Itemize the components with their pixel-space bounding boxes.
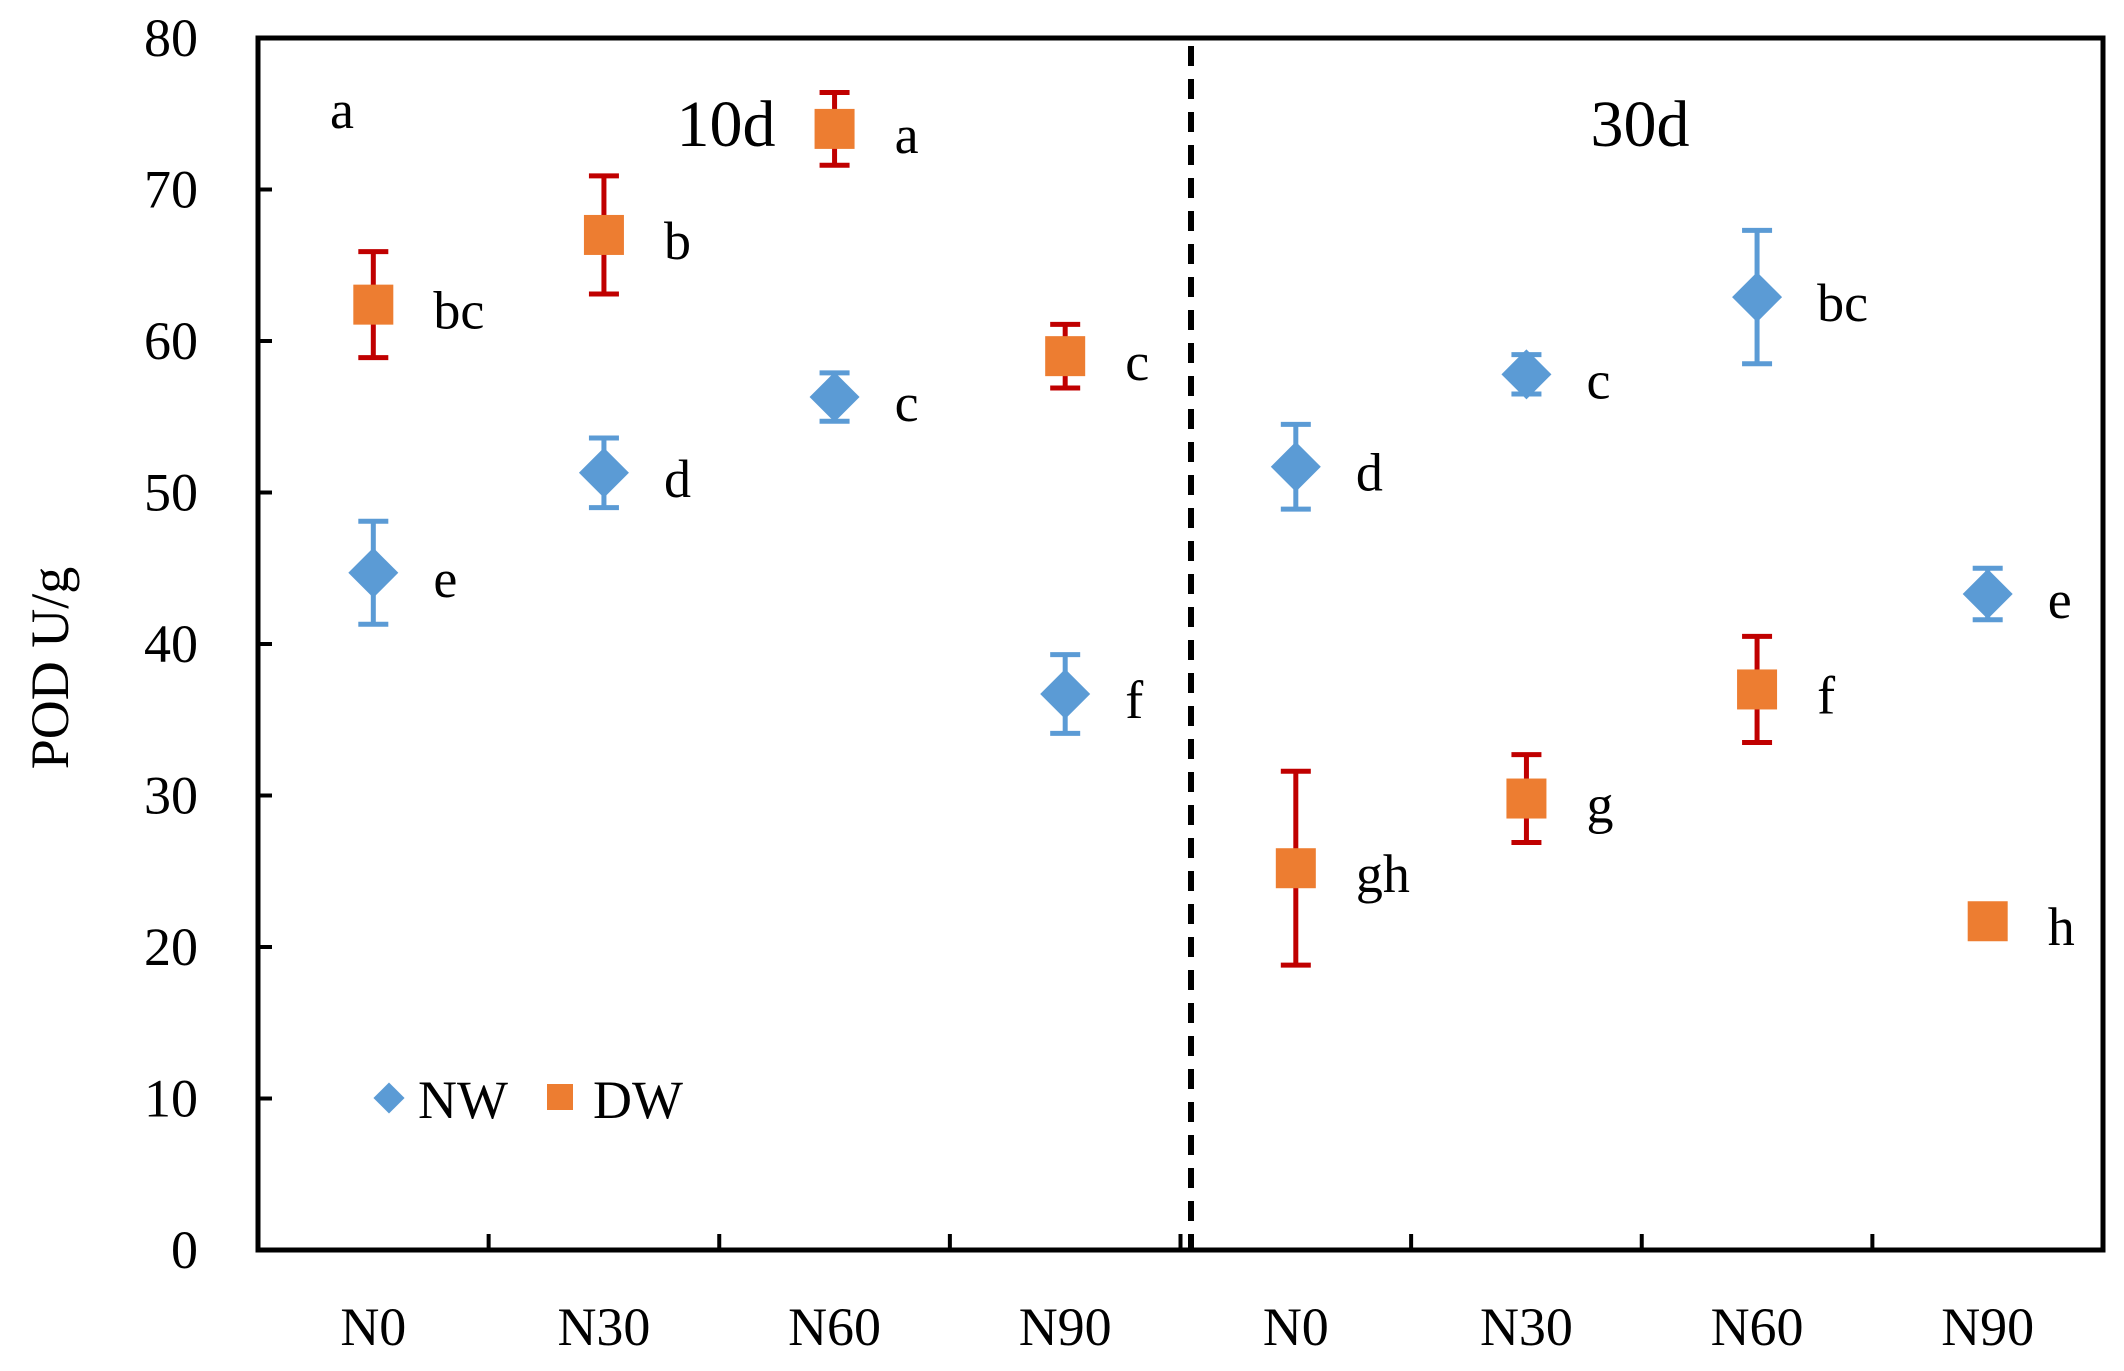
nw-point (1501, 349, 1552, 400)
panel-label: a (330, 80, 354, 140)
nw-point (809, 372, 860, 423)
y-axis-label: POD U/g (20, 567, 80, 770)
group-label-30d: 30d (1591, 88, 1690, 161)
x-tick-label: N0 (1263, 1297, 1329, 1357)
nw-significance-label: d (664, 449, 691, 509)
nw-significance-label: e (433, 549, 457, 609)
dw-significance-label: a (895, 105, 919, 165)
y-tick-label: 30 (144, 766, 198, 826)
dw-significance-label: g (1586, 775, 1613, 835)
dw-point (353, 284, 394, 325)
dw-significance-label: b (664, 211, 691, 271)
y-tick-label: 70 (144, 160, 198, 220)
legend: NW DW (373, 1070, 683, 1130)
x-tick-label: N30 (557, 1297, 650, 1357)
nw-significance-label: d (1356, 443, 1383, 503)
nw-point (348, 547, 399, 598)
nw-significance-label: c (895, 373, 919, 433)
dw-significance-label: bc (433, 281, 484, 341)
nw-point (578, 447, 629, 498)
group-label-10d: 10d (677, 88, 776, 161)
x-tick-label: N90 (1941, 1297, 2034, 1357)
plot-frame (255, 35, 2106, 1253)
dw-point (583, 214, 624, 255)
y-tick-label: 80 (144, 8, 198, 68)
dw-point (1045, 336, 1086, 377)
dw-point (1506, 778, 1547, 819)
nw-significance-label: c (1586, 350, 1610, 410)
legend-dw-marker (547, 1084, 573, 1110)
nw-point (1962, 569, 2013, 620)
dw-significance-label: h (2048, 897, 2075, 957)
nw-significance-label: f (1125, 670, 1143, 730)
y-tick-label: 0 (171, 1220, 198, 1280)
dw-point (1737, 669, 1778, 710)
y-axis: 0 10 20 30 40 50 60 70 80 (144, 8, 272, 1280)
x-tick-label: N90 (1019, 1297, 1112, 1357)
nw-significance-label: bc (1817, 273, 1868, 333)
legend-nw-label: NW (418, 1070, 508, 1130)
dw-significance-label: f (1817, 665, 1835, 725)
x-axis: N0 N30 N60 N90 N0 N30 N60 N90 (340, 1234, 2034, 1357)
x-tick-label: N30 (1480, 1297, 1573, 1357)
nw-significance-label: e (2048, 570, 2072, 630)
legend-nw-marker (373, 1082, 405, 1114)
series-layer: e d c f d c bc e bc b a c gh g f h (348, 90, 2075, 968)
x-tick-label: N0 (340, 1297, 406, 1357)
x-tick-label: N60 (1711, 1297, 1804, 1357)
legend-dw-label: DW (593, 1070, 683, 1130)
dw-significance-label: c (1125, 332, 1149, 392)
dw-point (1275, 848, 1316, 889)
nw-point (1732, 272, 1783, 323)
nw-point (1270, 441, 1321, 492)
dw-significance-label: gh (1356, 844, 1410, 904)
y-tick-label: 20 (144, 917, 198, 977)
y-tick-label: 60 (144, 311, 198, 371)
x-tick-label: N60 (788, 1297, 881, 1357)
nw-point (1040, 668, 1091, 719)
y-tick-label: 50 (144, 463, 198, 523)
y-tick-label: 10 (144, 1069, 198, 1129)
dw-point (1967, 901, 2008, 942)
y-tick-label: 40 (144, 614, 198, 674)
dw-point (814, 108, 855, 149)
